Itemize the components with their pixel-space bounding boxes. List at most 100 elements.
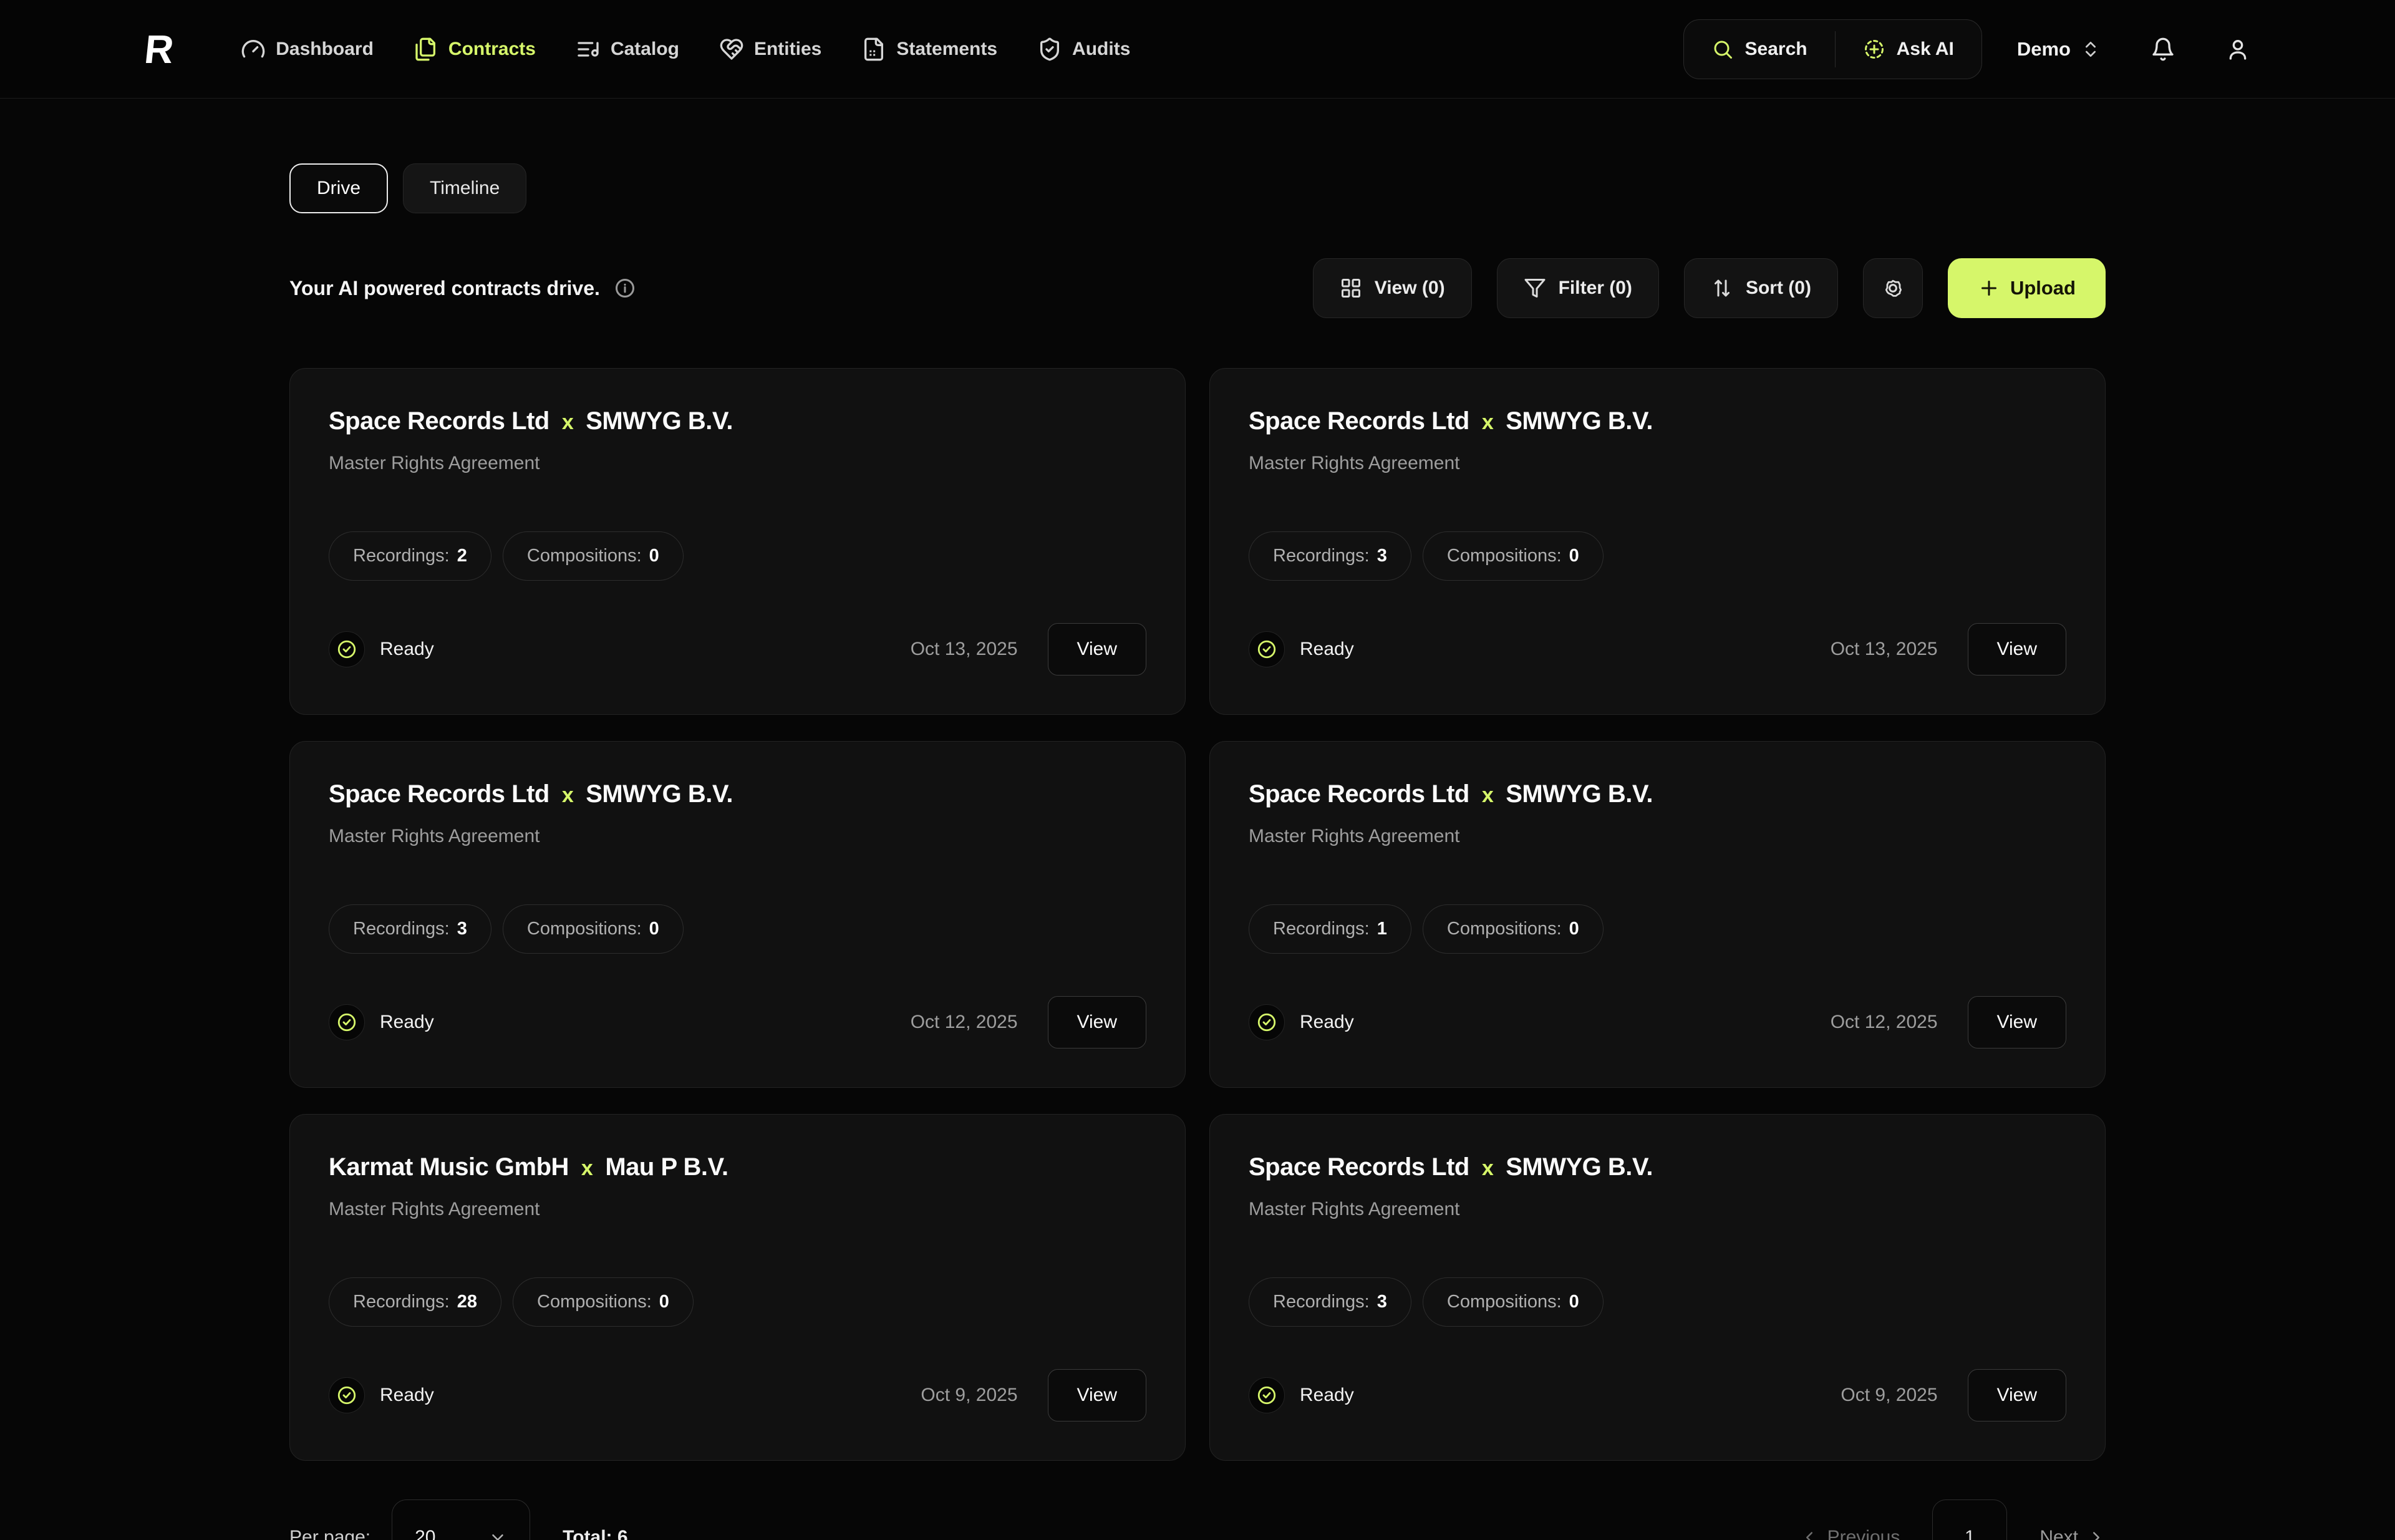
sort-button[interactable]: Sort (0) [1683,258,1838,318]
ask-ai-button[interactable]: Ask AI [1836,20,1981,79]
pill-divider [1834,31,1836,67]
card-footer: Ready Oct 12, 2025 View [1249,996,2066,1048]
check-circle-icon [1257,1386,1276,1405]
count-badges: Recordings: 2 Compositions: 0 [329,531,1146,581]
tab-timeline[interactable]: Timeline [403,163,527,213]
bell-icon [2152,37,2174,61]
contract-card: Space Records Ltd x SMWYG B.V. Master Ri… [289,741,1186,1088]
check-circle-icon [1257,1013,1276,1032]
recordings-label: Recordings: [353,1292,450,1312]
party-a: Space Records Ltd [1249,1153,1469,1181]
card-footer: Ready Oct 13, 2025 View [329,623,1146,676]
arrow-up-down-icon [1714,279,1730,297]
account-button[interactable] [2225,37,2250,62]
recordings-count: 3 [1377,546,1387,566]
view-contract-button[interactable]: View [1967,1369,2066,1421]
status-label: Ready [380,1385,434,1405]
contract-date: Oct 9, 2025 [1841,1385,1938,1405]
layout-grid-icon [1341,279,1360,298]
next-page-button[interactable]: Next [2039,1527,2106,1540]
contract-title: Space Records Ltd x SMWYG B.V. [329,780,1146,808]
plus-icon [1981,281,1996,296]
per-page-select[interactable]: 20 [392,1499,531,1540]
compositions-count: 0 [1569,546,1579,566]
compositions-badge: Compositions: 0 [1422,904,1604,954]
compositions-label: Compositions: [1446,919,1562,939]
user-icon [2229,39,2247,60]
info-icon[interactable] [614,277,636,299]
status-label: Ready [1300,1012,1354,1032]
card-footer: Ready Oct 9, 2025 View [329,1369,1146,1421]
status-label: Ready [380,1012,434,1032]
agreement-type: Master Rights Agreement [329,826,540,846]
party-b: SMWYG B.V. [1506,1153,1653,1181]
party-a: Space Records Ltd [329,780,549,808]
recordings-badge: Recordings: 3 [1249,1277,1411,1327]
status: Ready [329,1004,434,1040]
settings-button[interactable] [1862,258,1923,318]
view-options-label: View (0) [1374,278,1445,298]
status-chip [329,631,365,667]
check-circle-icon [1257,640,1276,659]
previous-page-button[interactable]: Previous [1800,1527,1900,1540]
status: Ready [1249,1377,1354,1413]
files-icon [415,37,435,61]
count-badges: Recordings: 3 Compositions: 0 [329,904,1146,954]
notifications-button[interactable] [2151,37,2175,62]
x-separator: x [1481,410,1494,434]
chevron-down-icon [492,1534,503,1540]
view-contract-button[interactable]: View [1967,623,2066,676]
app-logo[interactable]: R [142,26,175,72]
nav-item-audits[interactable]: Audits [1037,37,1130,62]
agreement-type: Master Rights Agreement [329,453,540,473]
filter-button[interactable]: Filter (0) [1496,258,1659,318]
ask-ai-label: Ask AI [1896,38,1954,59]
compositions-count: 0 [649,546,659,566]
org-selector[interactable]: Demo [2017,38,2101,61]
nav-item-entities[interactable]: Entities [719,37,821,62]
check-circle-icon [337,640,356,659]
contract-title: Space Records Ltd x SMWYG B.V. [1249,407,2066,435]
agreement-type: Master Rights Agreement [1249,453,1460,473]
view-options-button[interactable]: View (0) [1312,258,1472,318]
nav-label: Entities [753,38,822,59]
nav-item-statements[interactable]: Statements [861,37,997,62]
pagination-row: Per page: 20 Total: 6 Previous 1 Next [289,1499,2106,1540]
contract-date: Oct 9, 2025 [921,1385,1018,1405]
contracts-grid: Space Records Ltd x SMWYG B.V. Master Ri… [289,368,2106,1461]
contract-card: Space Records Ltd x SMWYG B.V. Master Ri… [1209,368,2106,715]
nav-item-contracts[interactable]: Contracts [414,37,536,62]
shield-check-icon [1040,37,1060,61]
compositions-label: Compositions: [537,1292,652,1312]
check-circle-icon [337,1386,356,1405]
recordings-badge: Recordings: 3 [329,904,491,954]
view-contract-button[interactable]: View [1047,623,1146,676]
nav-item-catalog[interactable]: Catalog [576,37,679,62]
x-separator: x [1481,783,1494,807]
recordings-label: Recordings: [1273,546,1370,566]
status-label: Ready [1300,639,1354,659]
search-button[interactable]: Search [1684,20,1835,79]
agreement-type: Master Rights Agreement [1249,1199,1460,1219]
previous-label: Previous [1827,1527,1900,1540]
pager: Previous 1 Next [1800,1499,2106,1540]
count-badges: Recordings: 3 Compositions: 0 [1249,531,2066,581]
contract-date: Oct 13, 2025 [1830,639,1938,659]
main-content: Drive Timeline Your AI powered contracts… [289,163,2106,1540]
compositions-label: Compositions: [1446,1292,1562,1312]
gear-icon [1885,279,1902,297]
view-contract-button[interactable]: View [1047,996,1146,1048]
next-label: Next [2039,1527,2078,1540]
status-chip [1249,631,1285,667]
per-page-value: 20 [415,1527,436,1540]
tab-drive[interactable]: Drive [289,163,389,213]
nav-label: Catalog [610,38,679,59]
view-contract-button[interactable]: View [1047,1369,1146,1421]
page-number-button[interactable]: 1 [1932,1499,2008,1540]
nav-item-dashboard[interactable]: Dashboard [241,37,374,62]
view-contract-button[interactable]: View [1967,996,2066,1048]
funnel-icon [1524,279,1546,298]
upload-button[interactable]: Upload [1947,258,2106,318]
nav-label: Contracts [448,38,536,59]
search-label: Search [1744,38,1807,59]
